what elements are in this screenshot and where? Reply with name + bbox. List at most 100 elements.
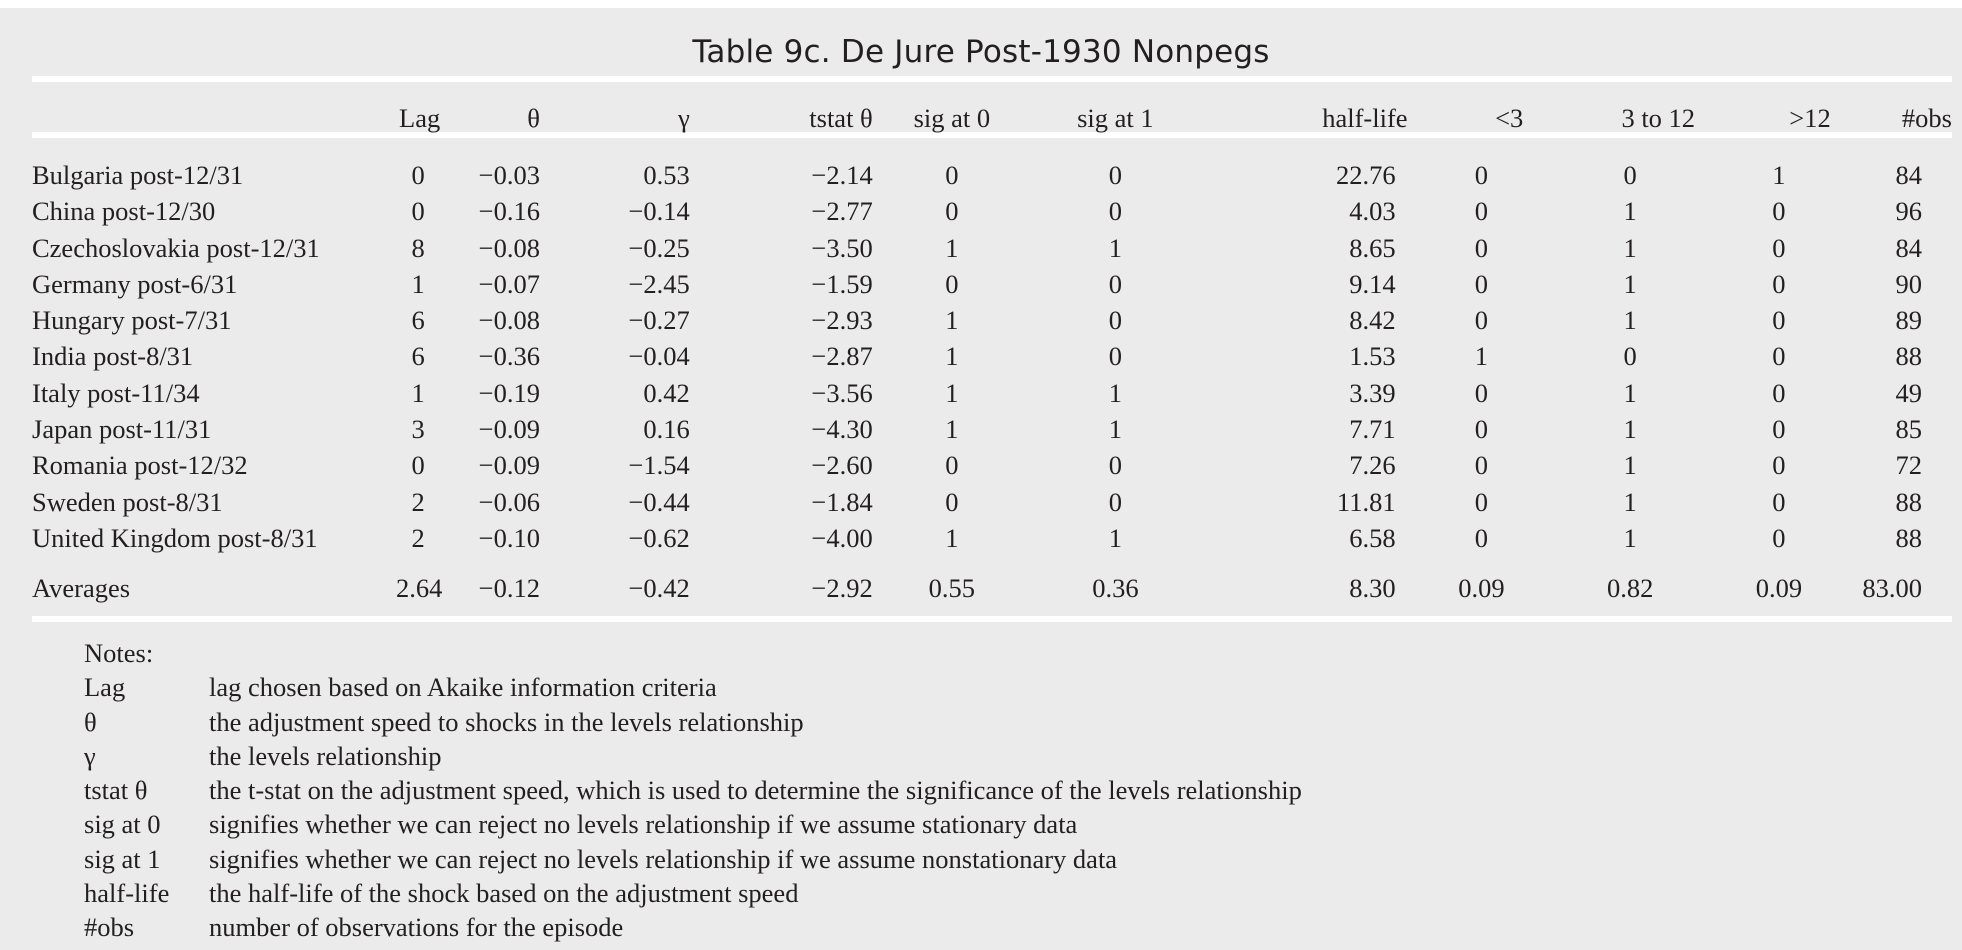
table-row: Romania post-12/32 0 −0.09 −1.54 −2.60 0 0 7.26…	[32, 447, 1952, 483]
table-cell: −0.07	[478, 268, 540, 299]
table-cell: −0.42	[628, 573, 690, 604]
table-cell: 1	[945, 305, 959, 336]
table-cell: 1.53	[1349, 341, 1396, 372]
table-cell: −4.00	[811, 522, 873, 553]
row-label: India post-8/31	[32, 341, 194, 372]
table-cell: 0	[1772, 377, 1786, 408]
table-cell: −0.16	[478, 196, 540, 227]
table-cell: 1	[1474, 341, 1489, 372]
note-definition: lag chosen based on Akaike information c…	[209, 672, 717, 703]
col-header: #obs	[1901, 103, 1952, 133]
table-cell: 1	[1108, 414, 1122, 445]
row-label: China post-12/30	[32, 196, 216, 227]
note-definition: signifies whether we can reject no level…	[209, 843, 1118, 874]
table-row: Japan post-11/31 3 −0.09 0.16 −4.30 1 1 7.71 0 1 0…	[32, 411, 1952, 447]
table-cell: 1	[1623, 522, 1637, 553]
table-cell: 0	[1474, 160, 1489, 190]
table-cell: 0	[945, 160, 959, 190]
table-cell: 1	[1623, 196, 1637, 227]
table-cell: −3.56	[811, 377, 873, 408]
table-cell: −0.19	[478, 377, 540, 408]
table-cell: −0.04	[628, 341, 690, 372]
table-cell: 0	[1772, 196, 1786, 227]
table-cell: 0	[1474, 486, 1489, 517]
table-panel: Table 9c. De Jure Post-1930 Nonpegs Lag …	[0, 8, 1962, 950]
table-cell: 83.00	[1862, 573, 1922, 604]
table-cell: 0	[1474, 377, 1489, 408]
table-cell: −0.08	[478, 305, 540, 336]
note-term: half-life	[84, 878, 170, 909]
col-header: tstat θ	[809, 103, 873, 133]
table-cell: 1	[411, 268, 425, 299]
note-definition: the adjustment speed to shocks in the le…	[209, 706, 804, 737]
table-cell: 0	[411, 160, 425, 190]
table-cell: 1	[1772, 160, 1786, 190]
note-term: Lag	[84, 672, 126, 703]
table-cell: 2.64	[395, 573, 443, 604]
table-cell: 0	[1474, 196, 1489, 227]
col-header: <3	[1495, 103, 1524, 133]
table-cell: 1	[1623, 232, 1637, 263]
table-cell: 1	[945, 522, 959, 553]
table-cell: 0.42	[643, 377, 690, 408]
table-cell: 84	[1895, 232, 1923, 263]
table-cell: 0	[945, 450, 959, 481]
table-row: Hungary post-7/31 6 −0.08 −0.27 −2.93 1 0 8.42 0…	[32, 302, 1952, 338]
bottom-rule	[32, 616, 1952, 622]
table-cell: 89	[1895, 305, 1923, 336]
table-cell: −2.45	[628, 268, 690, 299]
col-header: θ	[527, 103, 540, 133]
table-cell: 96	[1895, 196, 1923, 227]
row-label: Romania post-12/32	[32, 450, 248, 481]
table-cell: 90	[1895, 268, 1923, 299]
table-cell: −2.93	[811, 305, 873, 336]
row-label: United Kingdom post-8/31	[32, 522, 318, 553]
note-item: #obs number of observations for the episo…	[84, 910, 1302, 944]
row-label: Sweden post-8/31	[32, 486, 223, 517]
col-header: sig at 0	[913, 103, 991, 133]
col-header: 3 to 12	[1621, 103, 1696, 133]
note-definition: the t-stat on the adjustment speed, whic…	[209, 775, 1302, 806]
table-cell: 0	[1108, 305, 1122, 336]
table-cell: 0.09	[1755, 573, 1803, 604]
table-cell: 0	[1108, 486, 1122, 517]
table-cell: −0.09	[478, 450, 540, 481]
table-cell: −2.14	[811, 160, 873, 190]
table-cell: −0.14	[628, 196, 690, 227]
table-cell: 0	[1772, 522, 1786, 553]
table-row: India post-8/31 6 −0.36 −0.04 −2.87 1 0 1.53 1 0 0…	[32, 338, 1952, 374]
top-rule	[32, 76, 1952, 82]
table-cell: 0	[1108, 160, 1122, 190]
averages-row: Averages 2.64 −0.12 −0.42 −2.92 0.55 0.36 8.30 0…	[32, 570, 1952, 606]
note-term: θ	[84, 706, 97, 737]
table-cell: 0.55	[928, 573, 976, 604]
table-cell: 0	[1108, 450, 1122, 481]
table-cell: 0	[945, 268, 959, 299]
table-cell: 4.03	[1349, 196, 1396, 227]
col-header: half-life	[1322, 103, 1408, 133]
table-cell: 0	[1772, 414, 1786, 445]
table-cell: −3.50	[811, 232, 873, 263]
col-header: >12	[1789, 103, 1831, 133]
table-cell: −1.54	[628, 450, 690, 481]
row-label: Averages	[32, 573, 131, 604]
table-cell: −2.92	[811, 573, 873, 604]
table-cell: −0.62	[628, 522, 690, 553]
table-cell: 0	[1623, 341, 1637, 372]
table-cell: 49	[1895, 377, 1923, 408]
table-cell: 1	[1623, 486, 1637, 517]
note-term: γ	[84, 740, 96, 771]
table-row: Bulgaria post-12/31 0 −0.03 0.53 −2.14 0 0 22.7…	[32, 157, 1952, 193]
notes-section: Notes: Lag lag chosen based on Akaike inf…	[84, 636, 1302, 945]
table-cell: 0	[1108, 341, 1122, 372]
table-cell: 0	[1772, 232, 1786, 263]
table-cell: 2	[411, 522, 425, 553]
table-cell: 1	[945, 377, 959, 408]
note-term: sig at 0	[84, 809, 161, 840]
table-row: Germany post-6/31 1 −0.07 −2.45 −1.59 0 0 9.14 0…	[32, 266, 1952, 302]
notes-list: Lag lag chosen based on Akaike informatio…	[84, 670, 1302, 944]
table-row: United Kingdom post-8/31 2 −0.10 −0.62 −4.00…	[32, 520, 1952, 556]
note-item: Lag lag chosen based on Akaike informatio…	[84, 670, 1302, 704]
table-cell: 1	[1623, 377, 1637, 408]
note-item: sig at 1 signifies whether we can reject …	[84, 842, 1302, 876]
